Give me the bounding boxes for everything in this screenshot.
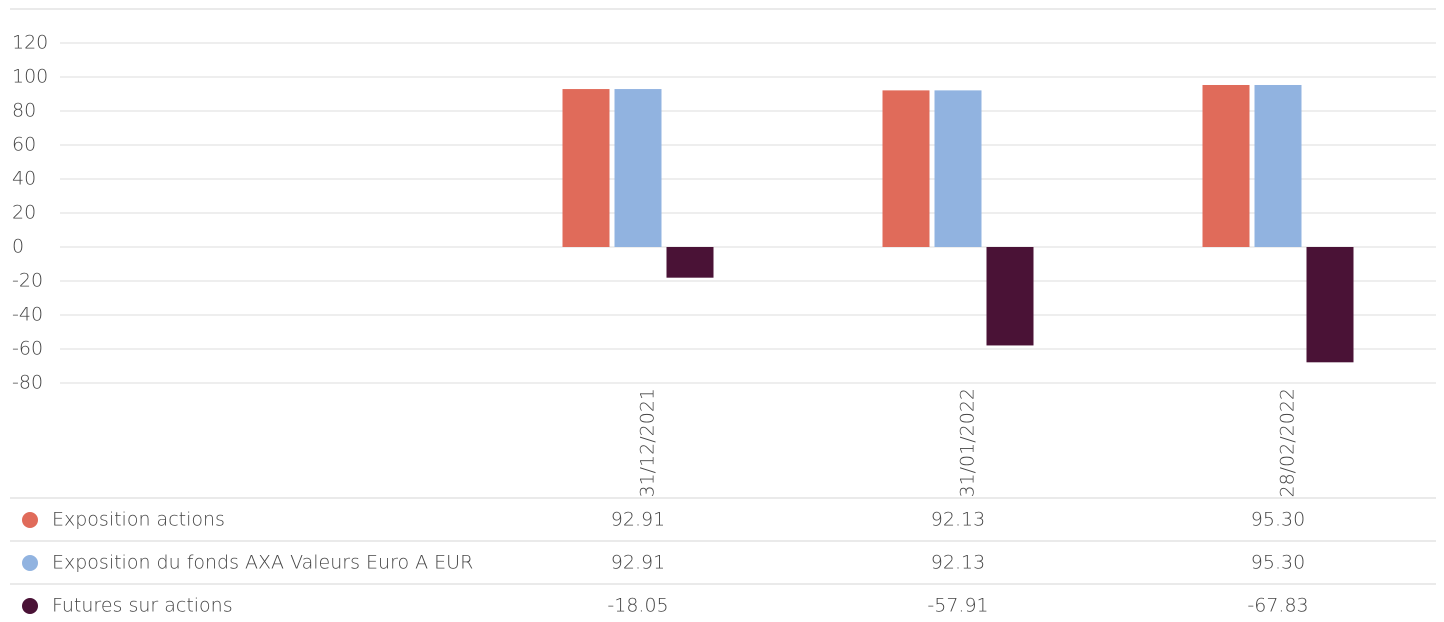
x-tick-label: 31/01/2022 [957, 388, 979, 498]
x-tick-label: 31/12/2021 [637, 388, 659, 498]
y-tick-label: 20 [12, 202, 36, 224]
legend-marker [22, 555, 38, 571]
y-tick-label: -20 [12, 270, 43, 292]
x-tick-label: 28/02/2022 [1277, 388, 1299, 498]
y-tick-label: 100 [12, 66, 48, 88]
table-value: 95.30 [1251, 552, 1305, 574]
bar [614, 89, 662, 247]
y-tick-label: 120 [12, 32, 48, 54]
bar [934, 90, 982, 247]
table-value: 92.13 [931, 552, 985, 574]
y-tick-label: 80 [12, 100, 36, 122]
y-tick-label: 40 [12, 168, 36, 190]
bar [666, 247, 714, 278]
table-value: 92.13 [931, 509, 985, 531]
table-value: -18.05 [607, 595, 668, 617]
y-tick-label: 60 [12, 134, 36, 156]
y-tick-label: -60 [12, 338, 43, 360]
y-tick-label: 0 [12, 236, 24, 258]
bar [882, 90, 930, 247]
table-value: 92.91 [611, 552, 665, 574]
y-tick-label: -40 [12, 304, 43, 326]
table-value: -57.91 [927, 595, 988, 617]
bar [986, 247, 1034, 346]
table-value: -67.83 [1247, 595, 1308, 617]
legend-label: Futures sur actions [52, 595, 233, 617]
table-value: 95.30 [1251, 509, 1305, 531]
bar [1306, 247, 1354, 363]
bar [1202, 84, 1250, 248]
bar [562, 89, 610, 247]
table-value: 92.91 [611, 509, 665, 531]
bar [1254, 84, 1302, 248]
legend-marker [22, 512, 38, 528]
legend-marker [22, 598, 38, 614]
y-tick-label: -80 [12, 372, 43, 394]
legend-label: Exposition du fonds AXA Valeurs Euro A E… [52, 552, 473, 574]
legend-label: Exposition actions [52, 509, 225, 531]
